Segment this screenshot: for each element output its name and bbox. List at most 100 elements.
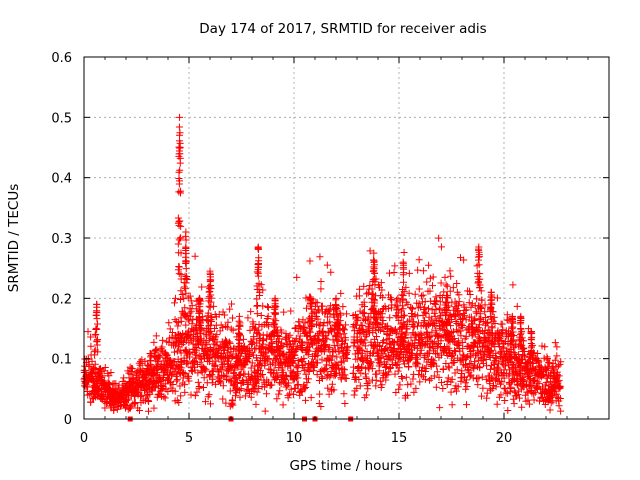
data-point [253,302,261,310]
data-point [369,276,377,284]
data-point [361,303,369,311]
data-point [386,314,394,322]
data-point [493,400,501,408]
data-point [175,263,183,271]
data-point [235,312,243,320]
data-point [547,399,555,407]
data-point [154,358,162,366]
data-point [259,371,267,379]
data-point [518,327,526,335]
data-point [217,377,225,385]
data-point [423,278,431,286]
data-point [169,381,177,389]
data-point [407,334,415,342]
y-tick-label: 0 [64,413,72,428]
data-point [306,327,314,335]
data-point [530,390,538,398]
data-point [541,343,549,351]
data-point [429,282,437,290]
data-point [269,370,277,378]
data-point [415,370,423,378]
data-point [358,346,366,354]
data-point [446,267,454,275]
data-point [327,356,335,364]
data-point [433,297,441,305]
data-point [253,388,261,396]
data-point [440,288,448,296]
data-point [87,342,95,350]
data-point [438,379,446,387]
data-point [527,328,535,336]
data-point [236,321,244,329]
data-point [161,394,169,402]
data-point [441,346,449,354]
data-point [252,400,260,408]
data-point [315,399,323,407]
data-point [325,345,333,353]
data-point [264,303,272,311]
chart-title: Day 174 of 2017, SRMTID for receiver adi… [199,21,486,37]
data-point [414,360,422,368]
data-point [432,350,440,358]
data-point [264,303,272,311]
data-point [430,372,438,380]
data-point [229,326,237,334]
data-point [323,335,331,343]
data-point [384,305,392,313]
data-point [526,353,534,361]
data-point [534,378,542,386]
data-point [207,400,215,408]
data-point [278,339,286,347]
data-point [194,340,202,348]
data-point [205,354,213,362]
data-point [175,143,183,151]
data-point [292,346,300,354]
data-point [399,312,407,320]
data-point [177,333,185,341]
data-point [287,307,295,315]
data-point [380,327,388,335]
data-point [360,282,368,290]
data-point [342,336,350,344]
data-point [397,307,405,315]
data-point [395,354,403,362]
data-point [411,290,419,298]
data-point [428,328,436,336]
data-point [253,310,261,318]
data-point [196,294,203,302]
data-point [270,346,278,354]
data-point [466,291,474,299]
data-point [519,355,527,363]
data-point [383,324,391,332]
data-point [386,365,394,373]
data-point [496,333,504,341]
data-point [174,214,182,222]
data-point [481,308,489,316]
data-point [509,323,517,331]
data-point [483,342,491,350]
data-point [326,343,334,351]
data-point [228,300,236,308]
data-point [94,368,102,376]
x-tick-label: 10 [286,431,303,446]
data-point [462,306,470,314]
data-point [243,386,251,394]
data-point [429,273,437,281]
data-point [93,325,101,333]
data-point [157,346,165,354]
data-point [341,326,349,334]
data-point [437,333,445,341]
data-point [445,364,453,372]
data-point [474,279,482,287]
data-point [362,391,370,399]
data-point [408,349,416,357]
data-point [474,381,482,389]
data-point [460,256,468,264]
data-point [499,343,507,351]
data-point [481,301,489,309]
data-point [498,378,506,386]
data-point [390,338,398,346]
data-point [447,388,455,396]
data-point [207,291,215,299]
data-point [395,364,403,372]
